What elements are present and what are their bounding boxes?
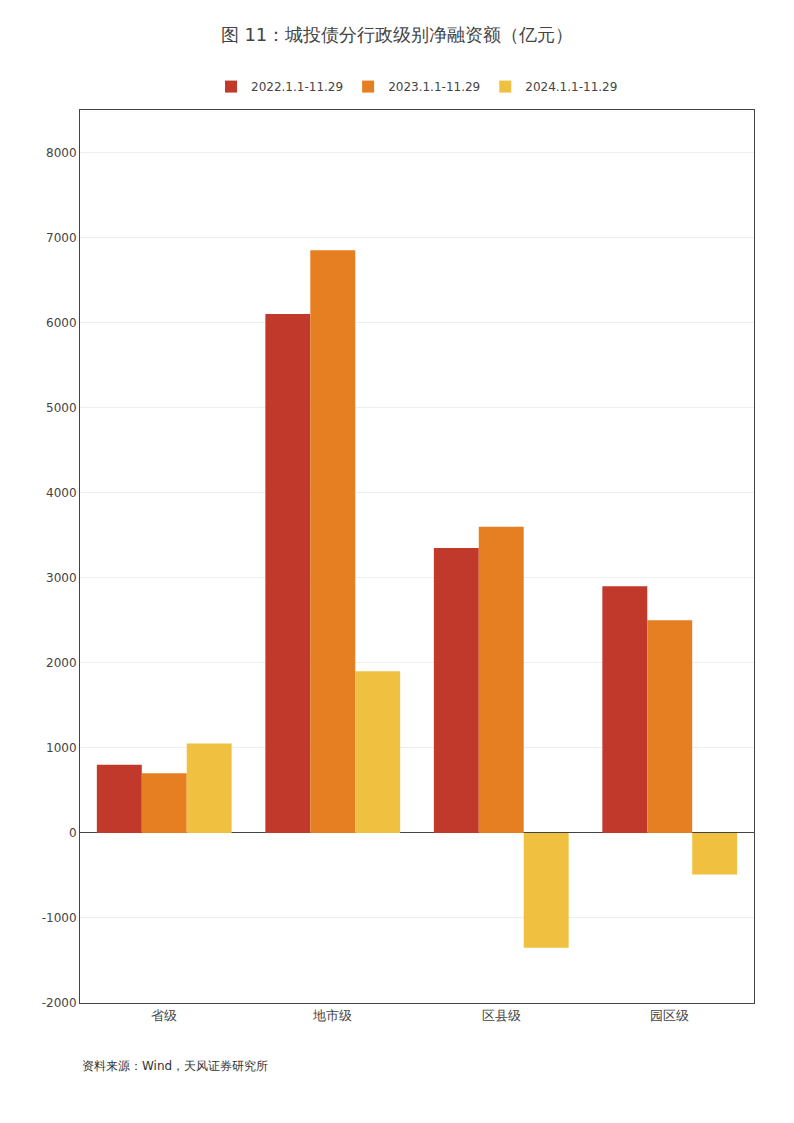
svg-text:2024.1.1-11.29: 2024.1.1-11.29: [525, 80, 617, 94]
svg-text:2000: 2000: [46, 656, 77, 670]
svg-text:区县级: 区县级: [482, 1008, 521, 1023]
svg-text:1000: 1000: [46, 741, 77, 755]
svg-text:省级: 省级: [151, 1008, 177, 1023]
svg-text:-1000: -1000: [42, 911, 77, 925]
svg-text:地市级: 地市级: [312, 1008, 352, 1023]
svg-text:0: 0: [69, 826, 77, 840]
svg-text:5000: 5000: [46, 401, 77, 415]
svg-text:2022.1.1-11.29: 2022.1.1-11.29: [251, 80, 343, 94]
svg-text:4000: 4000: [46, 486, 77, 500]
svg-text:6000: 6000: [46, 316, 77, 330]
svg-text:图 11：城投债分行政级别净融资额（亿元）: 图 11：城投债分行政级别净融资额（亿元）: [221, 24, 574, 45]
svg-text:园区级: 园区级: [650, 1008, 689, 1023]
svg-text:3000: 3000: [46, 571, 77, 585]
svg-text:7000: 7000: [46, 231, 77, 245]
svg-text:资料来源：Wind，天风证券研究所: 资料来源：Wind，天风证券研究所: [82, 1059, 268, 1073]
svg-text:-2000: -2000: [42, 996, 77, 1010]
svg-text:8000: 8000: [46, 146, 77, 160]
svg-text:2023.1.1-11.29: 2023.1.1-11.29: [388, 80, 480, 94]
